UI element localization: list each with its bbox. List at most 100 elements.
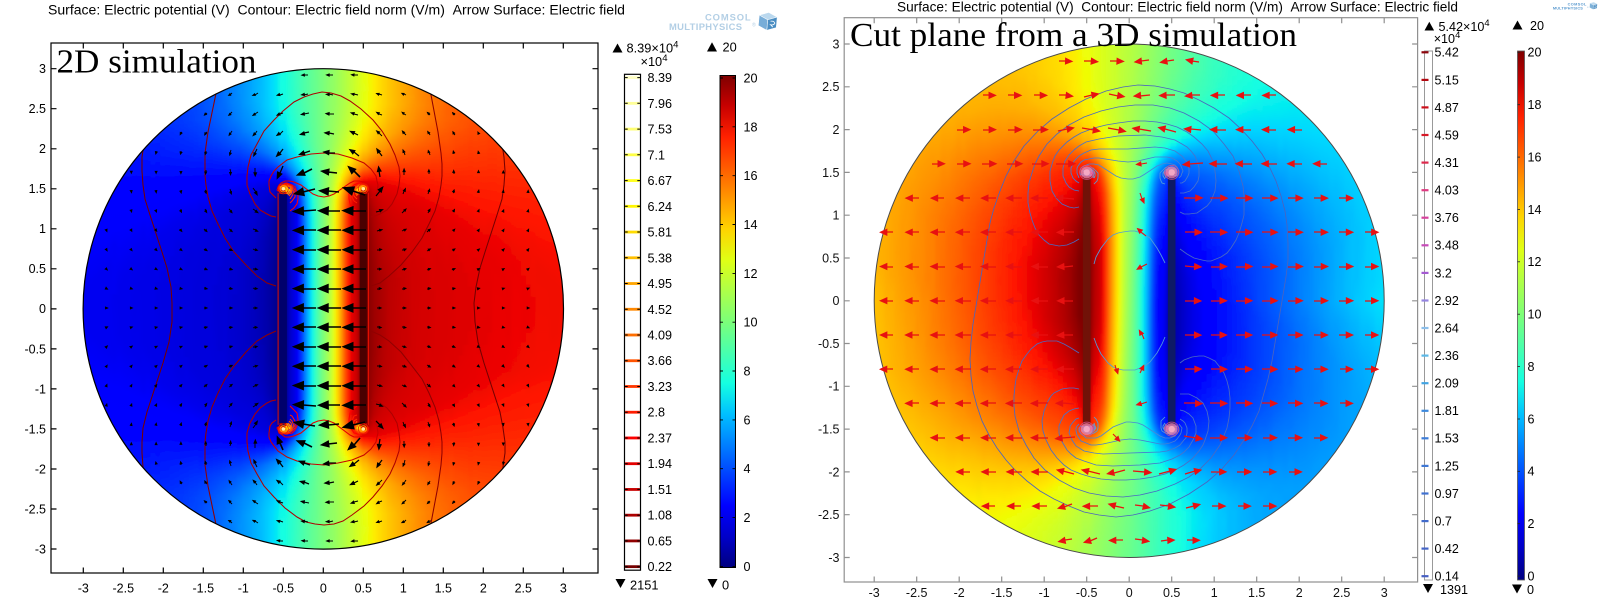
svg-text:®: ®	[1587, 6, 1589, 9]
svg-text:2D simulation: 2D simulation	[57, 44, 257, 81]
svg-text:-2.5: -2.5	[906, 586, 928, 600]
svg-text:16: 16	[744, 169, 758, 183]
svg-text:-1.5: -1.5	[818, 423, 840, 437]
svg-text:2.5: 2.5	[822, 80, 839, 94]
svg-text:1.5: 1.5	[822, 166, 839, 180]
svg-text:10: 10	[744, 316, 758, 330]
svg-text:0.14: 0.14	[1435, 570, 1459, 584]
svg-text:2.64: 2.64	[1435, 321, 1459, 335]
svg-text:-2: -2	[954, 586, 965, 600]
svg-text:20: 20	[1528, 46, 1542, 60]
svg-text:-1: -1	[1039, 586, 1050, 600]
svg-text:14: 14	[744, 218, 758, 232]
svg-text:-3: -3	[869, 586, 880, 600]
svg-text:0: 0	[1527, 583, 1534, 597]
svg-text:Cut plane from a 3D simulation: Cut plane from a 3D simulation	[850, 17, 1297, 54]
svg-text:-1: -1	[35, 382, 46, 396]
svg-text:2: 2	[480, 582, 487, 596]
svg-text:2: 2	[1296, 586, 1303, 600]
svg-text:10: 10	[1528, 308, 1542, 322]
svg-text:5.15: 5.15	[1435, 73, 1459, 87]
svg-text:×104: ×104	[1434, 29, 1461, 46]
svg-text:4: 4	[744, 462, 751, 476]
svg-text:8.39×104: 8.39×104	[627, 40, 680, 56]
svg-text:2.5: 2.5	[515, 582, 532, 596]
svg-text:7.96: 7.96	[648, 97, 673, 111]
svg-text:1.08: 1.08	[648, 509, 673, 523]
svg-text:-3: -3	[828, 551, 839, 565]
svg-text:4.87: 4.87	[1435, 101, 1459, 115]
svg-text:20: 20	[1530, 19, 1544, 33]
svg-text:12: 12	[1528, 255, 1542, 269]
svg-text:0.7: 0.7	[1435, 515, 1452, 529]
svg-text:0: 0	[39, 302, 46, 316]
svg-text:3: 3	[1381, 586, 1388, 600]
svg-text:1: 1	[39, 222, 46, 236]
svg-text:1.51: 1.51	[648, 483, 673, 497]
svg-text:4.52: 4.52	[648, 303, 673, 317]
svg-text:5.42: 5.42	[1435, 46, 1459, 60]
svg-text:5.42×104: 5.42×104	[1439, 17, 1490, 34]
svg-text:2.92: 2.92	[1435, 294, 1459, 308]
svg-text:4.09: 4.09	[648, 329, 673, 343]
svg-text:2: 2	[1528, 517, 1535, 531]
svg-text:1391: 1391	[1440, 583, 1468, 597]
svg-text:7.1: 7.1	[648, 148, 666, 162]
svg-text:3: 3	[833, 37, 840, 51]
svg-text:4.31: 4.31	[1435, 156, 1459, 170]
svg-text:1.5: 1.5	[435, 582, 452, 596]
svg-text:MULTIPHYSICS: MULTIPHYSICS	[1553, 6, 1583, 10]
svg-text:-0.5: -0.5	[273, 582, 295, 596]
svg-text:4.95: 4.95	[648, 277, 673, 291]
svg-text:2.5: 2.5	[1333, 586, 1350, 600]
svg-text:3: 3	[560, 582, 567, 596]
svg-text:-2: -2	[158, 582, 169, 596]
svg-text:®: ®	[752, 22, 756, 29]
svg-text:16: 16	[1528, 151, 1542, 165]
svg-text:14: 14	[1528, 203, 1542, 217]
svg-text:2.8: 2.8	[648, 406, 666, 420]
svg-text:1.5: 1.5	[29, 182, 46, 196]
svg-text:5.38: 5.38	[648, 251, 673, 265]
svg-text:Surface: Electric potential (V: Surface: Electric potential (V) Contour:…	[897, 0, 1458, 15]
svg-text:18: 18	[1528, 98, 1542, 112]
svg-text:-2.5: -2.5	[24, 502, 46, 516]
svg-text:0.65: 0.65	[648, 534, 673, 548]
svg-text:-1.5: -1.5	[193, 582, 215, 596]
svg-text:3.48: 3.48	[1435, 239, 1459, 253]
svg-text:3.23: 3.23	[648, 380, 673, 394]
svg-text:8: 8	[744, 365, 751, 379]
svg-text:1.81: 1.81	[1435, 404, 1459, 418]
svg-text:0.97: 0.97	[1435, 487, 1459, 501]
svg-text:-3: -3	[78, 582, 89, 596]
svg-text:0: 0	[320, 582, 327, 596]
svg-text:6.67: 6.67	[648, 174, 673, 188]
svg-text:0: 0	[1528, 570, 1535, 584]
svg-text:2.36: 2.36	[1435, 349, 1459, 363]
svg-text:-2.5: -2.5	[113, 582, 135, 596]
svg-text:-1: -1	[238, 582, 249, 596]
svg-text:MULTIPHYSICS: MULTIPHYSICS	[669, 21, 742, 32]
svg-text:6.24: 6.24	[648, 200, 673, 214]
svg-text:1: 1	[400, 582, 407, 596]
svg-text:6: 6	[1528, 412, 1535, 426]
svg-text:20: 20	[744, 72, 758, 86]
svg-text:1.53: 1.53	[1435, 432, 1459, 446]
svg-text:1.25: 1.25	[1435, 459, 1459, 473]
svg-text:-0.5: -0.5	[1076, 586, 1098, 600]
svg-text:×104: ×104	[640, 53, 668, 69]
svg-text:7.53: 7.53	[648, 123, 673, 137]
svg-text:3.66: 3.66	[648, 354, 673, 368]
svg-text:COMSOL: COMSOL	[705, 12, 752, 23]
svg-text:0.5: 0.5	[822, 251, 839, 265]
svg-text:0: 0	[744, 560, 751, 574]
svg-text:4: 4	[1528, 465, 1535, 479]
svg-text:5.81: 5.81	[648, 226, 673, 240]
svg-text:1: 1	[833, 209, 840, 223]
svg-text:0.22: 0.22	[648, 560, 673, 574]
svg-text:-2: -2	[828, 465, 839, 479]
svg-text:12: 12	[744, 267, 758, 281]
svg-text:1: 1	[1211, 586, 1218, 600]
svg-text:-1.5: -1.5	[24, 422, 46, 436]
svg-text:0: 0	[1126, 586, 1133, 600]
